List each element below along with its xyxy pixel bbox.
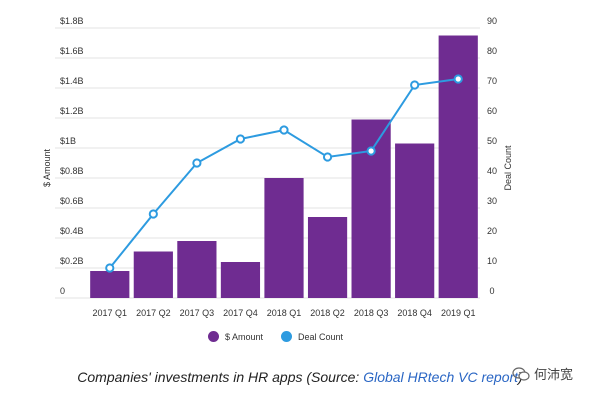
- x-tick-label: 2018 Q2: [310, 308, 345, 318]
- chart: 0 $0.2B $0.4B $0.6B $0.8B $1B $1.2B $1.4B $1.6B $…: [42, 16, 513, 318]
- x-tick-label: 2017 Q4: [223, 308, 258, 318]
- x-tick-label: 2017 Q1: [93, 308, 128, 318]
- y2-tick-label: 80: [487, 46, 497, 56]
- y2-tick-label: 50: [487, 136, 497, 146]
- right-axis-ticks: 0 10 20 30 40 50 60 70 80 90: [487, 16, 497, 296]
- left-axis-title: $ Amount: [42, 148, 52, 187]
- left-axis-ticks: 0 $0.2B $0.4B $0.6B $0.8B $1B $1.2B $1.4B $1.6B $…: [60, 16, 84, 296]
- wechat-icon: [512, 366, 530, 381]
- y2-tick-label: 0: [489, 286, 494, 296]
- watermark: 何沛宽: [512, 364, 573, 383]
- bar[interactable]: [177, 241, 217, 298]
- legend-amount[interactable]: $ Amount: [208, 331, 263, 342]
- deal-count-point[interactable]: [366, 146, 376, 156]
- y-tick-label: 0: [60, 286, 65, 296]
- y-tick-label: $0.8B: [60, 166, 84, 176]
- source-link[interactable]: Global HRtech VC report: [363, 369, 519, 385]
- deal-count-point[interactable]: [235, 134, 246, 144]
- deal-count-point[interactable]: [192, 158, 202, 168]
- bar[interactable]: [307, 217, 348, 298]
- deal-count-point[interactable]: [453, 74, 463, 84]
- y2-tick-label: 90: [487, 16, 497, 26]
- deal-count-line: [105, 74, 463, 273]
- x-tick-label: 2019 Q1: [441, 308, 476, 318]
- y2-tick-label: 60: [487, 106, 497, 116]
- legend-deal-count[interactable]: Deal Count: [281, 331, 343, 342]
- y2-tick-label: 20: [487, 226, 497, 236]
- y2-tick-label: 30: [487, 196, 497, 206]
- x-tick-label: 2017 Q3: [180, 308, 215, 318]
- x-tick-label: 2017 Q2: [136, 308, 171, 318]
- y-tick-label: $1.4B: [60, 76, 84, 86]
- y2-tick-label: 70: [487, 76, 497, 86]
- y-tick-label: $1.8B: [60, 16, 84, 26]
- bars: [90, 35, 478, 299]
- legend-count-label: Deal Count: [298, 331, 344, 342]
- caption-prefix: Companies' investments in HR apps (Sourc…: [77, 369, 364, 385]
- x-tick-label: 2018 Q3: [354, 308, 389, 318]
- deal-count-point[interactable]: [105, 263, 115, 273]
- watermark-text: 何沛宽: [534, 367, 574, 382]
- y2-tick-label: 10: [487, 256, 497, 266]
- deal-count-point[interactable]: [279, 125, 289, 135]
- bar[interactable]: [220, 262, 261, 298]
- bar[interactable]: [395, 143, 435, 299]
- y-tick-label: $0.6B: [60, 196, 84, 206]
- legend: $ Amount Deal Count: [208, 331, 361, 342]
- y-tick-label: $0.2B: [60, 256, 84, 266]
- right-axis-title: Deal Count: [503, 145, 513, 191]
- bar[interactable]: [133, 251, 173, 299]
- deal-count-point[interactable]: [148, 209, 158, 219]
- figure-caption: Companies' investments in HR apps (Sourc…: [0, 369, 600, 385]
- x-axis-ticks: 2017 Q1 2017 Q2 2017 Q3 2017 Q4 2018 Q1 2018 …: [93, 308, 476, 318]
- y-tick-label: $1.2B: [60, 106, 84, 116]
- bar[interactable]: [351, 119, 391, 299]
- deal-count-point[interactable]: [410, 80, 420, 90]
- bar[interactable]: [264, 178, 304, 298]
- y-tick-label: $1B: [60, 136, 76, 146]
- deal-count-point[interactable]: [322, 152, 333, 162]
- bar[interactable]: [90, 271, 130, 298]
- amount-swatch-icon: [208, 331, 219, 342]
- deal-count-swatch-icon: [281, 331, 293, 342]
- y2-tick-label: 40: [487, 166, 497, 176]
- x-tick-label: 2018 Q4: [397, 308, 432, 318]
- y-tick-label: $1.6B: [60, 46, 84, 56]
- y-tick-label: $0.4B: [60, 226, 84, 236]
- x-tick-label: 2018 Q1: [267, 308, 302, 318]
- legend-amount-label: $ Amount: [225, 331, 264, 342]
